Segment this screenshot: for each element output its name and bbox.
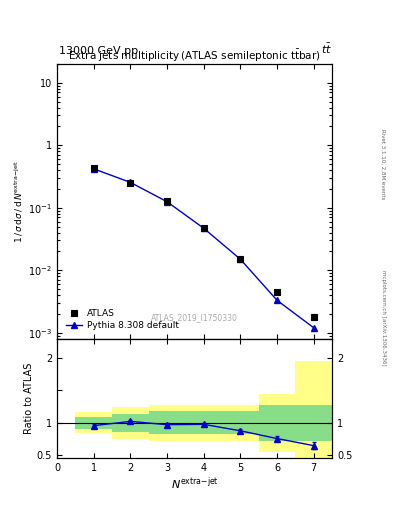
Text: $t\bar{t}$: $t\bar{t}$ [321,42,332,56]
Y-axis label: Ratio to ATLAS: Ratio to ATLAS [24,363,34,434]
Text: ATLAS_2019_I1750330: ATLAS_2019_I1750330 [151,313,238,322]
Text: 13000 GeV pp: 13000 GeV pp [59,46,138,56]
X-axis label: $N^{\mathrm{extra\mathsf{-}jet}}$: $N^{\mathrm{extra\mathsf{-}jet}}$ [171,476,219,493]
Y-axis label: $1\,/\,\sigma\,\mathrm{d}\sigma\,/\,\mathrm{d}\,N^{\mathrm{extra\mathsf{-}jet}}$: $1\,/\,\sigma\,\mathrm{d}\sigma\,/\,\mat… [13,160,26,243]
Legend: ATLAS, Pythia 8.308 default: ATLAS, Pythia 8.308 default [61,305,183,334]
Title: Extra jets multiplicity (ATLAS semileptonic t$\bar{\mathrm{t}}$bar): Extra jets multiplicity (ATLAS semilepto… [68,48,321,64]
Text: Rivet 3.1.10, 2.8M events: Rivet 3.1.10, 2.8M events [381,129,386,199]
Text: mcplots.cern.ch [arXiv:1306.3436]: mcplots.cern.ch [arXiv:1306.3436] [381,270,386,365]
